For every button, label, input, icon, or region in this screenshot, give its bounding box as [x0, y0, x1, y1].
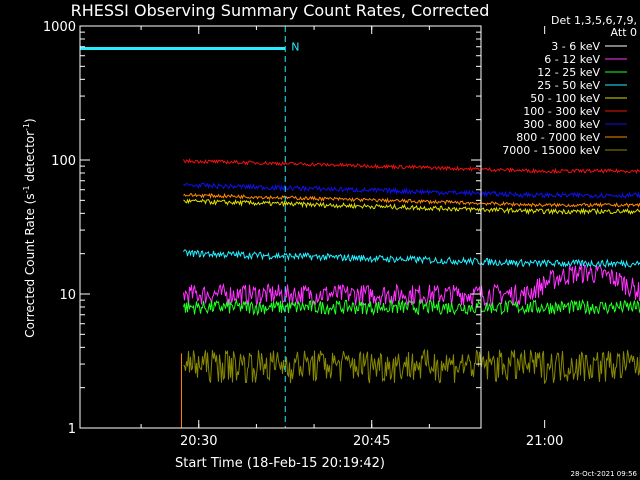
- y-axis-label: Corrected Count Rate (s-1 detector-1): [22, 118, 37, 337]
- series-line: [183, 157, 640, 175]
- series-line: [183, 348, 640, 385]
- legend-entry-label: 300 - 800 keV: [523, 118, 600, 131]
- legend-entry-label: 50 - 100 keV: [530, 92, 600, 105]
- x-tick-label: 20:45: [353, 434, 390, 449]
- series-line: [183, 298, 640, 317]
- legend-entry-label: 25 - 50 keV: [537, 79, 600, 92]
- legend-entry-label: 6 - 12 keV: [544, 53, 600, 66]
- y-tick-label: 1000: [43, 20, 76, 35]
- plot-frame: [79, 25, 482, 429]
- plot-area: NS: [79, 26, 640, 428]
- legend-header: Att 0: [611, 26, 637, 39]
- series-line: [183, 263, 640, 307]
- footer-date: 28-Oct-2021 09:56: [571, 470, 638, 478]
- series-line: [183, 192, 640, 209]
- legend-entry-label: 100 - 300 keV: [523, 105, 600, 118]
- y-tick-label: 1: [68, 422, 76, 437]
- x-axis-label: Start Time (18-Feb-15 20:19:42): [175, 456, 385, 471]
- y-tick-label: 10: [59, 288, 76, 303]
- series-line: [183, 198, 640, 216]
- x-tick-label: 21:00: [526, 434, 563, 449]
- legend-entry-label: 3 - 6 keV: [551, 40, 600, 53]
- y-tick-label: 100: [51, 154, 76, 169]
- series-line: [183, 182, 640, 199]
- marker-label: N: [291, 40, 299, 53]
- legend-header: Det 1,3,5,6,7,9,: [551, 14, 637, 27]
- series-line: [183, 249, 640, 269]
- legend-entry-label: 800 - 7000 keV: [516, 131, 600, 144]
- chart-title: RHESSI Observing Summary Count Rates, Co…: [71, 1, 490, 20]
- legend-entry-label: 12 - 25 keV: [537, 66, 600, 79]
- legend-entry-label: 7000 - 15000 keV: [502, 144, 600, 157]
- series-line: [183, 328, 640, 379]
- x-tick-label: 20:30: [180, 434, 217, 449]
